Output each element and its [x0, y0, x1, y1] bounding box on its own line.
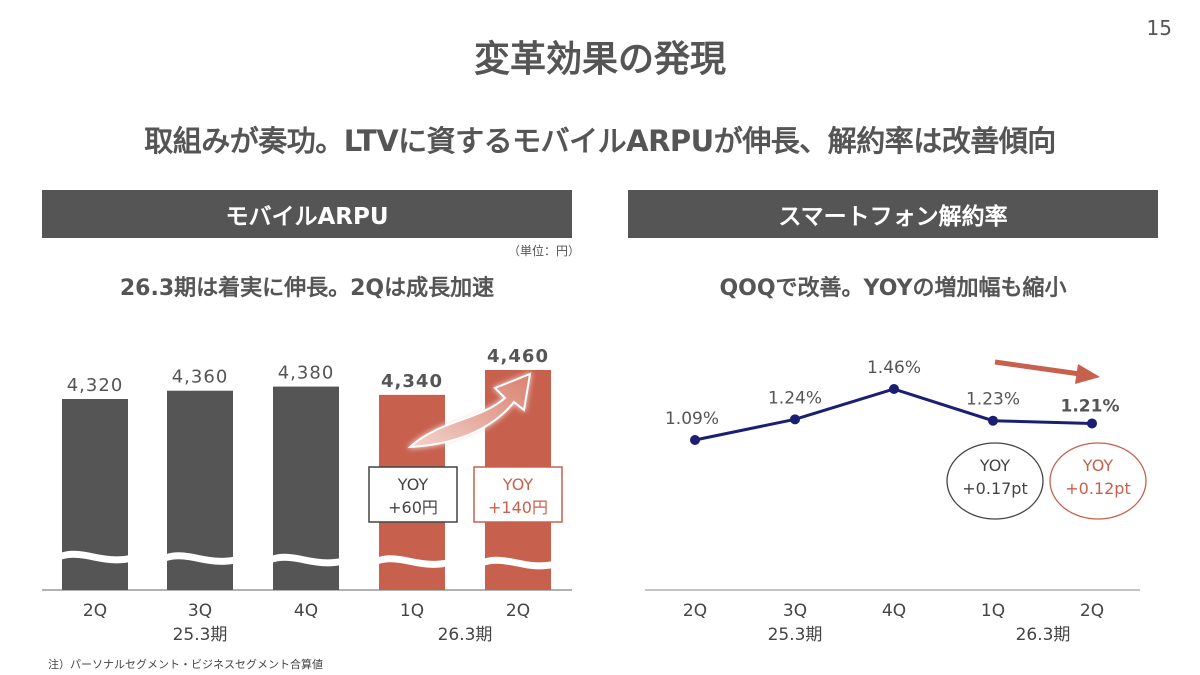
point-value-label: 1.24%: [768, 388, 822, 408]
growth-arrow-icon: [407, 372, 532, 449]
yoy-ellipse: [946, 442, 1044, 520]
yoy-label: YOY: [1082, 456, 1114, 475]
period-label: 26.3期: [438, 625, 493, 645]
yoy-box: [368, 466, 458, 523]
bar-value-label: 4,460: [487, 346, 549, 367]
x-tick-label: 1Q: [981, 601, 1005, 621]
point-value-label: 1.23%: [966, 390, 1020, 410]
bar-value-label: 4,380: [278, 363, 335, 384]
data-point: [889, 384, 899, 395]
arpu-headline: 26.3期は着実に伸長。2Qは成長加速: [119, 276, 495, 301]
yoy-label: YOY: [502, 475, 534, 494]
yoy-value: +0.12pt: [1065, 479, 1130, 498]
yoy-label: YOY: [397, 475, 429, 494]
x-tick-label: 2Q: [683, 601, 707, 621]
data-point: [790, 414, 800, 425]
axis-break-mark: [60, 550, 130, 564]
trend-arrow-icon: [1075, 364, 1100, 384]
page-number: 15: [1146, 16, 1172, 40]
bar-value-label: 4,320: [67, 375, 124, 396]
x-tick-label: 3Q: [783, 601, 807, 621]
data-point: [690, 435, 700, 445]
churn-line-chart: 1.09% 2Q 1.24% 3Q 1.46% 4Q 1.23% 1Q 1.21% 2Q 25.3期…: [645, 358, 1147, 645]
yoy-label: YOY: [979, 456, 1011, 475]
axis-break-mark: [271, 553, 341, 567]
slide-title: 変革効果の発現: [473, 39, 726, 80]
yoy-value: +140円: [488, 498, 548, 517]
point-value-label: 1.09%: [665, 409, 719, 429]
x-tick-label: 2Q: [1080, 601, 1104, 621]
yoy-value: +0.17pt: [962, 479, 1027, 498]
yoy-ellipse: [1049, 442, 1147, 520]
data-point: [1087, 418, 1097, 429]
x-tick-label: 2Q: [83, 601, 107, 621]
point-value-label: 1.21%: [1061, 396, 1120, 416]
unit-label: （単位：円）: [507, 244, 580, 258]
period-label: 26.3期: [1016, 625, 1071, 645]
series-line: [694, 387, 1093, 442]
churn-headline: QOQで改善。YOYの増加幅も縮小: [719, 276, 1067, 301]
axis-break-mark: [165, 552, 235, 565]
period-label: 25.3期: [173, 625, 228, 645]
x-tick-label: 3Q: [188, 601, 212, 621]
yoy-box: [473, 466, 563, 523]
footnote: 注）パーソナルセグメント・ビジネスセグメント合算値: [48, 658, 323, 671]
yoy-value: +60円: [388, 498, 438, 517]
churn-header: スマートフォン解約率: [628, 190, 1158, 238]
x-tick-label: 4Q: [294, 601, 318, 621]
axis-break-mark: [377, 555, 447, 568]
point-value-label: 1.46%: [867, 358, 921, 378]
data-point: [988, 415, 998, 426]
x-tick-label: 1Q: [400, 601, 424, 621]
x-tick-label: 4Q: [882, 601, 906, 621]
axis-break-mark: [483, 556, 553, 570]
slide-subtitle: 取組みが奏功。LTVに資するモバイルARPUが伸長、解約率は改善傾向: [144, 124, 1056, 158]
x-tick-label: 2Q: [506, 601, 530, 621]
trend-arrow-shaft: [994, 359, 1081, 377]
arpu-bar-chart: 4,320 2Q 4,360 3Q 4,380 4Q 4,340 1Q 4,460 2Q 25.3期…: [42, 346, 572, 645]
bar-value-label: 4,340: [381, 371, 443, 392]
period-label: 25.3期: [768, 625, 823, 645]
arpu-header: モバイルARPU: [42, 190, 572, 238]
bar-value-label: 4,360: [172, 367, 229, 388]
